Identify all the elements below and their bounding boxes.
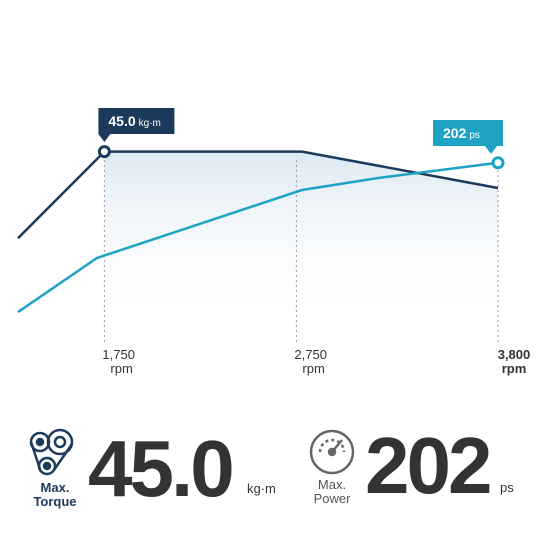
callout-unit: kg·m (139, 118, 161, 129)
power-icon (309, 429, 355, 475)
callout-label: 45.0 kg·m (108, 113, 160, 129)
callout-unit: ps (469, 130, 480, 141)
series-line (17, 150, 499, 240)
torque-icon (29, 428, 74, 476)
x-unit-label: rpm (302, 361, 324, 376)
stat-unit: kg·m (247, 481, 276, 496)
stat-label: Max. Torque (33, 480, 76, 509)
peak-marker (97, 145, 111, 159)
x-unit-label: rpm (502, 361, 527, 376)
x-tick-label: 3,800 (498, 347, 531, 362)
callout-box (98, 108, 175, 142)
callout-box (433, 120, 503, 154)
stat-label: Max. Power (314, 477, 352, 506)
x-tick-label: 2,750 (294, 347, 327, 362)
area-shade (104, 151, 499, 330)
callout-value: 45.0 (108, 113, 135, 129)
callout-label: 202 ps (443, 125, 480, 141)
stat-value: 45.0 (88, 424, 232, 513)
callout-value: 202 (443, 125, 467, 141)
series-line (17, 161, 499, 314)
x-unit-label: rpm (110, 361, 132, 376)
stat-unit: ps (500, 480, 514, 495)
stat-value: 202 (365, 421, 490, 510)
x-tick-label: 1,750 (102, 347, 135, 362)
peak-marker (491, 156, 505, 170)
